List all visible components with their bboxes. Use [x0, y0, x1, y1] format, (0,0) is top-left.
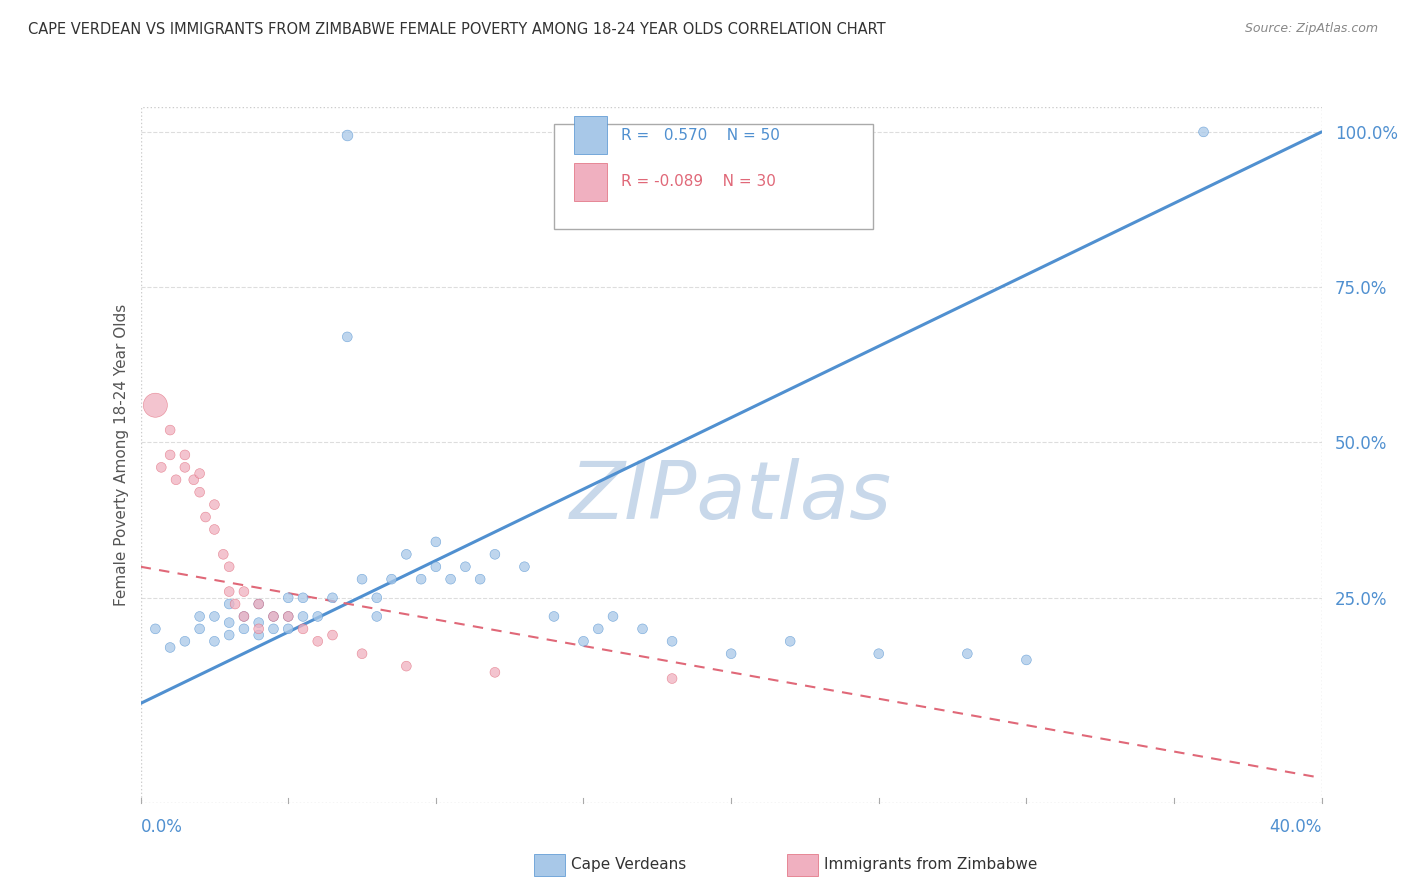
Point — [352, 572, 374, 586]
Point — [292, 622, 315, 636]
Text: Source: ZipAtlas.com: Source: ZipAtlas.com — [1244, 22, 1378, 36]
Point — [352, 647, 374, 661]
Point — [174, 460, 197, 475]
Point — [233, 609, 256, 624]
Point — [159, 640, 181, 655]
Point — [277, 591, 299, 605]
Point — [233, 622, 256, 636]
Point — [224, 597, 246, 611]
Point — [292, 609, 315, 624]
Point — [150, 460, 173, 475]
Point — [202, 523, 225, 537]
Point — [262, 609, 284, 624]
Point — [188, 467, 211, 481]
Point — [188, 485, 211, 500]
Point — [247, 628, 270, 642]
Point — [174, 634, 197, 648]
Point — [543, 609, 565, 624]
Point — [956, 647, 979, 661]
Bar — [574, 162, 607, 201]
Text: R = -0.089    N = 30: R = -0.089 N = 30 — [621, 174, 776, 189]
Point — [470, 572, 492, 586]
Point — [513, 559, 536, 574]
Point — [292, 591, 315, 605]
Point — [159, 448, 181, 462]
Point — [183, 473, 205, 487]
Text: Cape Verdeans: Cape Verdeans — [571, 857, 686, 872]
Text: ZIPatlas: ZIPatlas — [569, 458, 893, 536]
Point — [218, 584, 240, 599]
Point — [411, 572, 433, 586]
Point — [336, 330, 359, 344]
Point — [145, 622, 166, 636]
Point — [1015, 653, 1038, 667]
Point — [425, 559, 447, 574]
Point — [202, 609, 225, 624]
Point — [572, 634, 595, 648]
Point — [174, 448, 197, 462]
Text: CAPE VERDEAN VS IMMIGRANTS FROM ZIMBABWE FEMALE POVERTY AMONG 18-24 YEAR OLDS CO: CAPE VERDEAN VS IMMIGRANTS FROM ZIMBABWE… — [28, 22, 886, 37]
Point — [218, 628, 240, 642]
Point — [1192, 125, 1215, 139]
Point — [439, 572, 461, 586]
Point — [277, 609, 299, 624]
Point — [145, 398, 166, 412]
Point — [202, 498, 225, 512]
Point — [247, 622, 270, 636]
Point — [484, 547, 506, 561]
Point — [277, 609, 299, 624]
Point — [790, 128, 813, 142]
Point — [307, 634, 329, 648]
Point — [277, 622, 299, 636]
Point — [212, 547, 235, 561]
Y-axis label: Female Poverty Among 18-24 Year Olds: Female Poverty Among 18-24 Year Olds — [114, 304, 129, 606]
Point — [395, 659, 418, 673]
Text: Immigrants from Zimbabwe: Immigrants from Zimbabwe — [824, 857, 1038, 872]
Point — [218, 615, 240, 630]
Point — [425, 534, 447, 549]
Point — [454, 559, 477, 574]
Point — [307, 609, 329, 624]
Point — [233, 584, 256, 599]
Point — [247, 597, 270, 611]
Point — [321, 628, 344, 642]
Point — [484, 665, 506, 680]
Point — [602, 609, 624, 624]
Point — [380, 572, 404, 586]
Point — [395, 547, 418, 561]
Point — [188, 622, 211, 636]
Point — [661, 672, 683, 686]
Point — [720, 647, 742, 661]
Point — [159, 423, 181, 437]
Point — [218, 559, 240, 574]
Point — [194, 510, 217, 524]
Point — [588, 622, 610, 636]
FancyBboxPatch shape — [554, 124, 873, 229]
Point — [661, 634, 683, 648]
Point — [336, 128, 359, 142]
Text: 0.0%: 0.0% — [141, 818, 183, 837]
Point — [868, 647, 890, 661]
Text: R =   0.570    N = 50: R = 0.570 N = 50 — [621, 128, 780, 143]
Point — [262, 622, 284, 636]
Point — [366, 591, 388, 605]
Point — [631, 622, 654, 636]
Point — [247, 615, 270, 630]
Point — [262, 609, 284, 624]
Point — [366, 609, 388, 624]
Bar — [574, 116, 607, 154]
Point — [247, 597, 270, 611]
Point — [233, 609, 256, 624]
Point — [779, 634, 801, 648]
Point — [188, 609, 211, 624]
Point — [321, 591, 344, 605]
Text: 40.0%: 40.0% — [1270, 818, 1322, 837]
Point — [202, 634, 225, 648]
Point — [165, 473, 187, 487]
Point — [218, 597, 240, 611]
